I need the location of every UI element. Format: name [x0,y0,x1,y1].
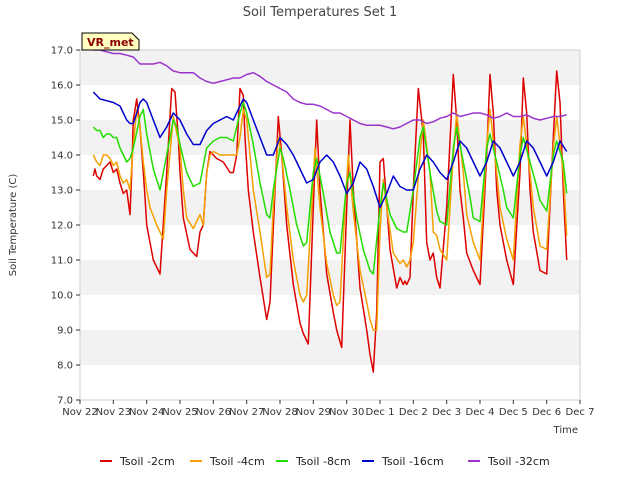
y-tick-label: 16.0 [51,81,73,92]
x-tick-label: Dec 3 [432,407,461,418]
y-axis-label: Soil Temperature (C) [8,174,19,277]
x-tick-label: Nov 25 [162,407,197,418]
y-tick-label: 11.0 [51,256,73,267]
site-label: VR_met [87,36,134,49]
series-layer [92,49,568,373]
x-tick-label: Dec 4 [466,407,495,418]
x-axis-label: Time [553,425,578,436]
y-tick-label: 12.0 [51,221,73,232]
grid-band [80,50,580,85]
grid-band [80,295,580,330]
x-tick-label: Nov 27 [229,407,264,418]
x-tick-label: Dec 5 [499,407,528,418]
series-line-tsoil-16cm [92,91,568,209]
site-label-badge: VR_met [81,32,140,51]
y-tick-label: 15.0 [51,116,73,127]
y-tick-label: 14.0 [51,151,73,162]
x-tick-label: Nov 23 [96,407,131,418]
y-tick-label: 13.0 [51,186,73,197]
x-tick-label: Nov 22 [62,407,97,418]
series-line-tsoil-2cm [92,70,568,373]
x-tick-label: Dec 1 [366,407,395,418]
x-tick-label: Nov 24 [129,407,164,418]
series-line-tsoil-8cm [92,101,568,275]
chart-title: Soil Temperatures Set 1 [243,5,398,20]
y-tick-label: 7.0 [57,396,73,407]
x-tick-label: Dec 7 [566,407,595,418]
y-axis: 7.0 8.0 9.0 10.0 11.0 12.0 13.0 14.0 15.0 16.0 17.… [51,46,80,407]
site-label-box [81,32,140,51]
grid-band [80,330,580,365]
y-tick-label: 17.0 [51,46,73,57]
grid-bands [80,50,580,400]
x-tick-label: Nov 26 [196,407,231,418]
x-tick-label: Nov 29 [296,407,331,418]
y-tick-label: 10.0 [51,291,73,302]
legend-label: Tsoil -8cm [295,455,351,468]
legend-label: Tsoil -4cm [209,455,265,468]
x-tick-label: Dec 6 [532,407,561,418]
legend-label: Tsoil -32cm [487,455,550,468]
series-line-tsoil-32cm [93,49,567,130]
y-tick-label: 8.0 [57,361,73,372]
x-tick-label: Nov 30 [329,407,364,418]
x-tick-label: Dec 2 [399,407,428,418]
grid-band [80,120,580,155]
legend: Tsoil -2cm Tsoil -4cm Tsoil -8cm Tsoil -16c… [100,455,550,468]
grid-band [80,365,580,400]
grid-band [80,85,580,120]
legend-label: Tsoil -2cm [119,455,175,468]
legend-label: Tsoil -16cm [381,455,444,468]
y-tick-label: 9.0 [57,326,73,337]
x-tick-label: Nov 28 [262,407,297,418]
